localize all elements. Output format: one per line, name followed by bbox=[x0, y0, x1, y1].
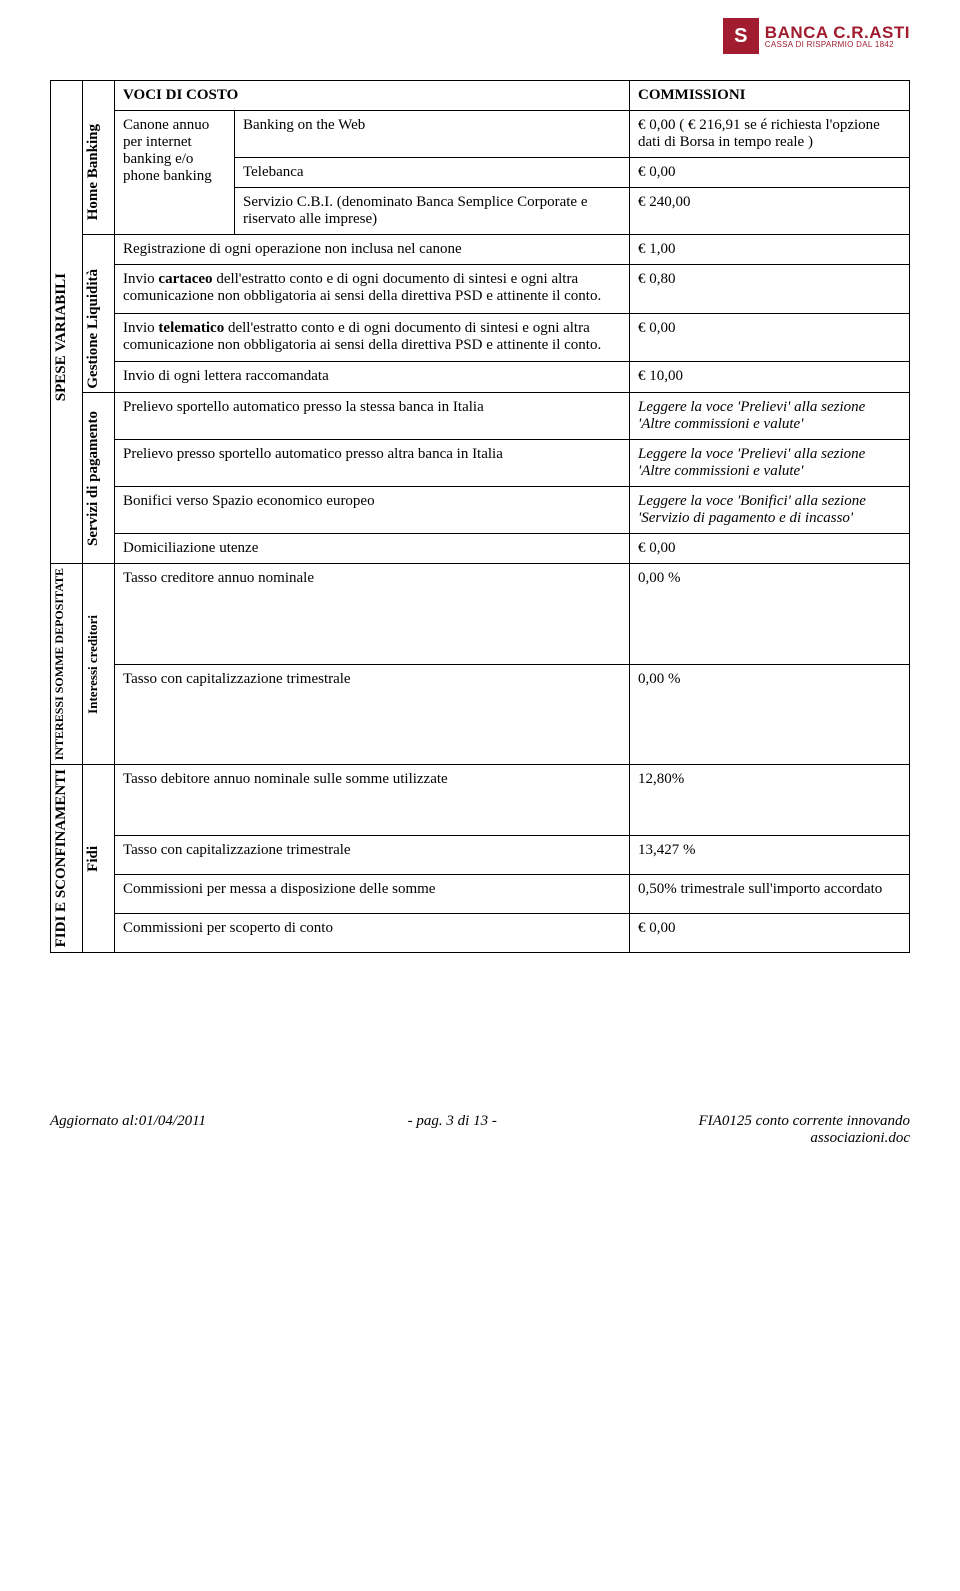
row-raccomandata-val: € 10,00 bbox=[630, 362, 910, 393]
vlabel-interessi-creditori: Interessi creditori bbox=[85, 615, 101, 714]
row-bonifici-label: Bonifici verso Spazio economico europeo bbox=[115, 487, 630, 534]
page-footer: Aggiornato al:01/04/2011 - pag. 3 di 13 … bbox=[50, 1113, 910, 1147]
row-raccomandata-label: Invio di ogni lettera raccomandata bbox=[115, 362, 630, 393]
row-comm-messa-label: Commissioni per messa a disposizione del… bbox=[115, 874, 630, 913]
row-prelievo-stessa-label: Prelievo sportello automatico presso la … bbox=[115, 393, 630, 440]
bank-logo: S BANCA C.R.ASTI CASSA DI RISPARMIO DAL … bbox=[723, 18, 910, 54]
row-comm-scoperto-label: Commissioni per scoperto di conto bbox=[115, 913, 630, 952]
vlabel-spese-variabili: SPESE VARIABILI bbox=[53, 273, 70, 401]
row-cbi-label: Servizio C.B.I. (denominato Banca Sempli… bbox=[235, 188, 630, 235]
canone-label: Canone annuo per internet banking e/o ph… bbox=[115, 111, 235, 235]
footer-left: Aggiornato al:01/04/2011 bbox=[50, 1113, 206, 1147]
row-invio-telematico-val: € 0,00 bbox=[630, 313, 910, 362]
logo-mark: S bbox=[723, 18, 759, 54]
header-voci: VOCI DI COSTO bbox=[115, 81, 630, 111]
row-tasso-creditore-val: 0,00 % bbox=[630, 564, 910, 665]
row-prelievo-stessa-val: Leggere la voce 'Prelievi' alla sezione … bbox=[630, 393, 910, 440]
footer-right: FIA0125 conto corrente innovando associa… bbox=[699, 1113, 910, 1147]
row-prelievo-altra-val: Leggere la voce 'Prelievi' alla sezione … bbox=[630, 440, 910, 487]
document-body: VOCI DI COSTO COMMISSIONI SPESE VARIABIL… bbox=[50, 80, 910, 953]
vlabel-fidi: Fidi bbox=[85, 846, 102, 872]
row-prelievo-altra-label: Prelievo presso sportello automatico pre… bbox=[115, 440, 630, 487]
row-bonifici-val: Leggere la voce 'Bonifici' alla sezione … bbox=[630, 487, 910, 534]
row-domiciliazione-val: € 0,00 bbox=[630, 534, 910, 564]
logo-main-text: BANCA C.R.ASTI bbox=[765, 24, 910, 41]
row-tasso-cap-trim-val: 0,00 % bbox=[630, 664, 910, 765]
row-banking-web-val: € 0,00 ( € 216,91 se é richiesta l'opzio… bbox=[630, 111, 910, 158]
footer-center: - pag. 3 di 13 - bbox=[408, 1113, 497, 1147]
row-invio-telematico-label: Invio telematico dell'estratto conto e d… bbox=[115, 313, 630, 362]
row-banking-web-label: Banking on the Web bbox=[235, 111, 630, 158]
row-tasso-cap-trim-label: Tasso con capitalizzazione trimestrale bbox=[115, 664, 630, 765]
row-invio-cartaceo-label: Invio cartaceo dell'estratto conto e di … bbox=[115, 265, 630, 314]
row-tasso-debitore-val: 12,80% bbox=[630, 765, 910, 835]
row-tasso-creditore-label: Tasso creditore annuo nominale bbox=[115, 564, 630, 665]
vlabel-home-banking: Home Banking bbox=[85, 124, 102, 220]
row-telebanca-val: € 0,00 bbox=[630, 158, 910, 188]
row-invio-cartaceo-val: € 0,80 bbox=[630, 265, 910, 314]
vlabel-gestione-liquidita: Gestione Liquidità bbox=[85, 269, 102, 389]
vlabel-servizi-pagamento: Servizi di pagamento bbox=[85, 411, 102, 546]
vlabel-interessi: INTERESSI SOMME DEPOSITATE bbox=[53, 568, 66, 760]
row-domiciliazione-label: Domiciliazione utenze bbox=[115, 534, 630, 564]
row-comm-scoperto-val: € 0,00 bbox=[630, 913, 910, 952]
logo-sub-text: CASSA DI RISPARMIO DAL 1842 bbox=[765, 41, 910, 49]
header-commissioni: COMMISSIONI bbox=[630, 81, 910, 111]
row-tasso-debitore-label: Tasso debitore annuo nominale sulle somm… bbox=[115, 765, 630, 835]
row-cbi-val: € 240,00 bbox=[630, 188, 910, 235]
vlabel-fidi-sconf: FIDI E SCONFINAMENTI bbox=[53, 769, 70, 947]
row-tasso-cap-trim2-label: Tasso con capitalizzazione trimestrale bbox=[115, 835, 630, 874]
costs-table: VOCI DI COSTO COMMISSIONI SPESE VARIABIL… bbox=[50, 80, 910, 953]
row-tasso-cap-trim2-val: 13,427 % bbox=[630, 835, 910, 874]
row-comm-messa-val: 0,50% trimestrale sull'importo accordato bbox=[630, 874, 910, 913]
row-telebanca-label: Telebanca bbox=[235, 158, 630, 188]
row-registrazione-val: € 1,00 bbox=[630, 235, 910, 265]
row-registrazione-label: Registrazione di ogni operazione non inc… bbox=[115, 235, 630, 265]
